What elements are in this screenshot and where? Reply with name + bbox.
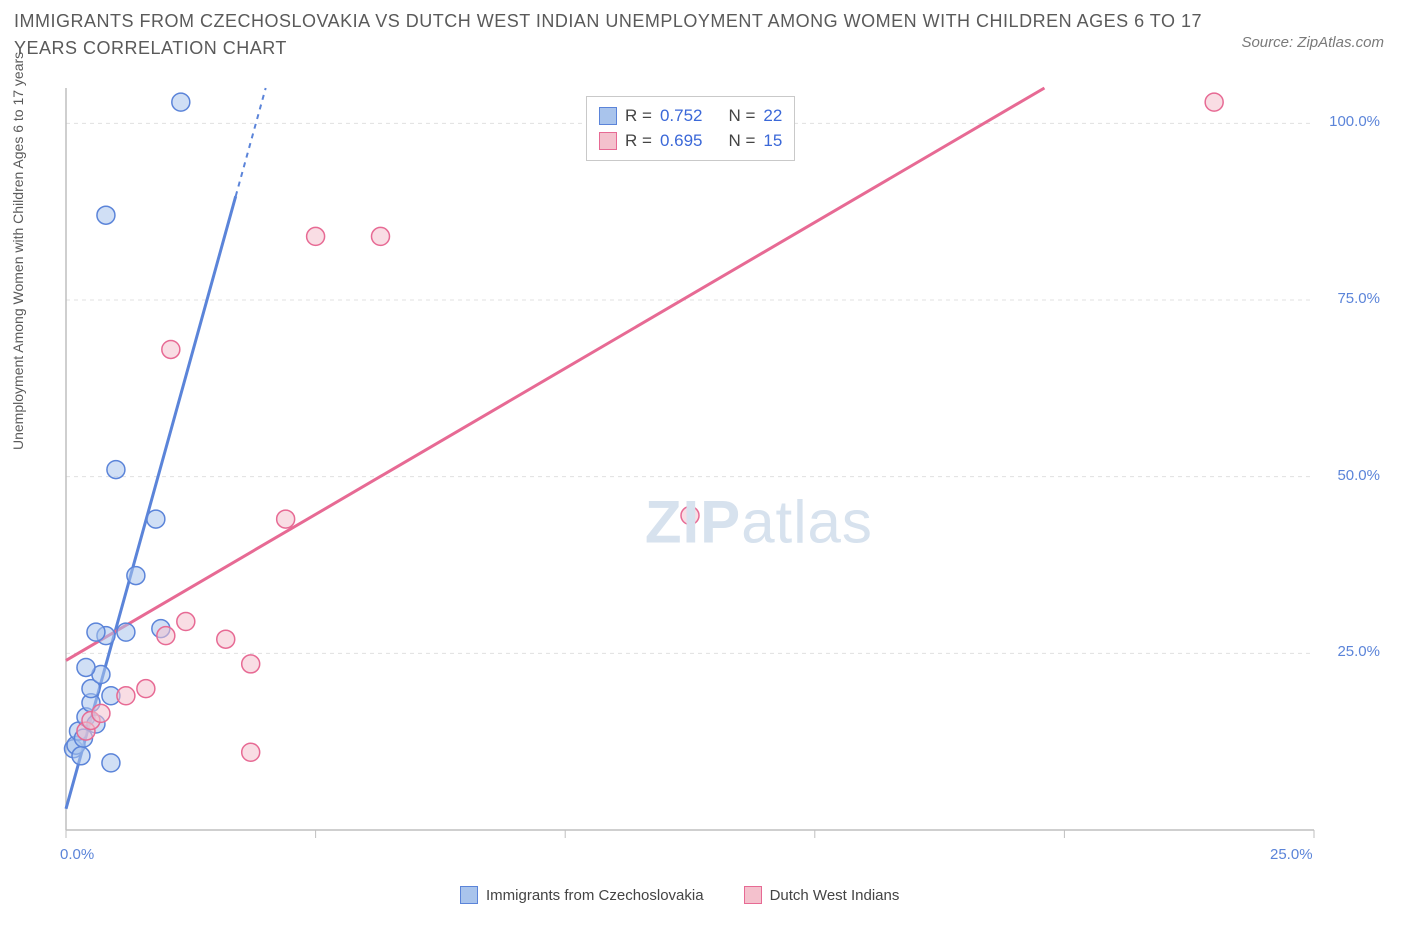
legend-r-value: 0.695 xyxy=(660,128,703,154)
x-legend-item: Dutch West Indians xyxy=(744,886,900,904)
x-legend-label: Immigrants from Czechoslovakia xyxy=(486,887,704,904)
legend-n-value: 15 xyxy=(763,128,782,154)
scatter-plot xyxy=(54,80,1384,870)
legend-stat-row: R = 0.752 N = 22 xyxy=(599,103,782,129)
legend-stat-row: R = 0.695 N = 15 xyxy=(599,128,782,154)
y-axis-label: Unemployment Among Women with Children A… xyxy=(10,52,26,450)
legend-swatch xyxy=(460,886,478,904)
legend-swatch xyxy=(599,107,617,125)
source-attribution: Source: ZipAtlas.com xyxy=(1241,34,1384,51)
x-legend-item: Immigrants from Czechoslovakia xyxy=(460,886,704,904)
axis-tick-label: 75.0% xyxy=(1337,290,1380,307)
x-axis-legend: Immigrants from Czechoslovakia Dutch West… xyxy=(460,886,899,904)
chart-title: IMMIGRANTS FROM CZECHOSLOVAKIA VS DUTCH … xyxy=(14,8,1206,62)
legend-stats-box: R = 0.752 N = 22 R = 0.695 N = 15 xyxy=(586,96,795,161)
legend-n-label: N = xyxy=(728,103,755,129)
legend-n-label: N = xyxy=(728,128,755,154)
axis-tick-label: 25.0% xyxy=(1270,846,1313,863)
legend-r-label: R = xyxy=(625,103,652,129)
legend-swatch xyxy=(599,132,617,150)
legend-r-value: 0.752 xyxy=(660,103,703,129)
axis-tick-label: 25.0% xyxy=(1337,643,1380,660)
axis-tick-label: 100.0% xyxy=(1329,113,1380,130)
legend-n-value: 22 xyxy=(763,103,782,129)
legend-swatch xyxy=(744,886,762,904)
legend-r-label: R = xyxy=(625,128,652,154)
axis-tick-label: 0.0% xyxy=(60,846,94,863)
axis-tick-label: 50.0% xyxy=(1337,467,1380,484)
x-legend-label: Dutch West Indians xyxy=(770,887,900,904)
chart-area: ZIPatlas R =0.752N =22R =0.695N =15 25.0… xyxy=(54,80,1384,870)
